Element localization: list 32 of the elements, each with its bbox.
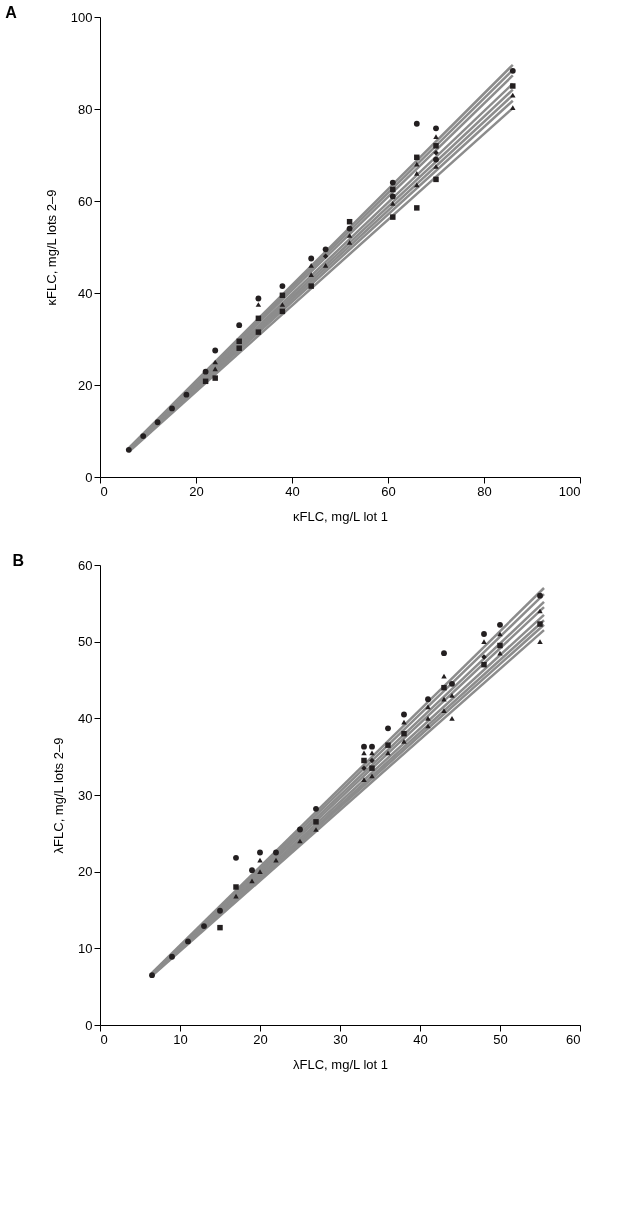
y-axis-title: κFLC, mg/L lots 2–9 [43, 189, 59, 306]
x-tick-label: 80 [477, 483, 492, 499]
x-tick-label: 60 [566, 1031, 581, 1047]
x-tick-label: 0 [100, 1031, 108, 1047]
y-tick-label: 100 [70, 9, 93, 25]
y-tick-label: 20 [78, 377, 93, 393]
y-tick-label: 60 [78, 557, 93, 573]
y-tick-label: 40 [78, 285, 93, 301]
chart-title: B [12, 552, 25, 569]
y-tick-label: 10 [78, 940, 93, 956]
x-tick-label: 10 [173, 1031, 188, 1047]
y-tick-label: 0 [85, 1017, 93, 1033]
x-tick-label: 30 [333, 1031, 348, 1047]
chart-title: A [5, 4, 18, 21]
y-tick-label: 0 [85, 469, 93, 485]
x-axis-title: κFLC, mg/L lot 1 [293, 508, 388, 524]
y-tick-label: 20 [78, 864, 93, 880]
y-tick-label: 80 [78, 101, 93, 117]
x-tick-label: 50 [493, 1031, 508, 1047]
y-axis-title: λFLC, mg/L lots 2–9 [51, 737, 67, 854]
y-tick-label: 40 [78, 710, 93, 726]
y-tick-label: 30 [78, 787, 93, 803]
x-tick-label: 40 [285, 483, 300, 499]
x-tick-label: 20 [253, 1031, 268, 1047]
x-tick-label: 20 [189, 483, 204, 499]
y-tick-label: 60 [78, 193, 93, 209]
x-tick-label: 100 [558, 483, 581, 499]
x-tick-label: 60 [381, 483, 396, 499]
x-tick-label: 40 [413, 1031, 428, 1047]
y-tick-label: 50 [78, 634, 93, 650]
x-axis-title: λFLC, mg/L lot 1 [293, 1056, 388, 1072]
x-tick-label: 0 [100, 483, 108, 499]
